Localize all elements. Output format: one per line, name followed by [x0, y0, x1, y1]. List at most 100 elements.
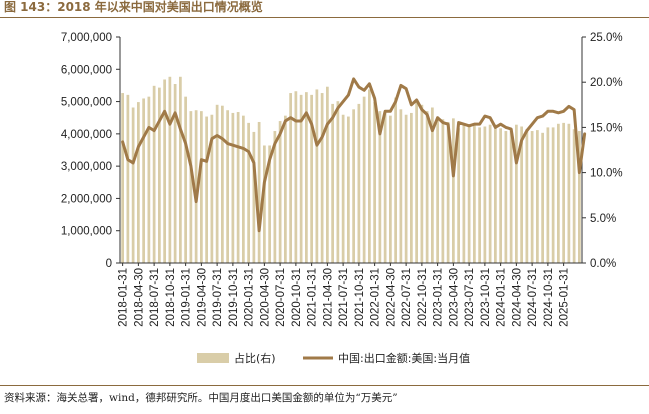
share-bar [462, 124, 466, 263]
x-tick-label: 2019-10-31 [228, 268, 240, 327]
share-bar [352, 109, 355, 263]
share-bar [289, 93, 292, 263]
share-bar [215, 104, 219, 263]
share-bar [389, 115, 392, 264]
share-bar [236, 112, 240, 263]
x-tick-label: 2024-04-30 [511, 268, 523, 327]
share-bar [530, 131, 534, 263]
share-bar [320, 93, 324, 263]
right-tick-label: 20.0% [590, 77, 623, 89]
x-tick-label: 2021-10-31 [354, 268, 366, 327]
share-bar [210, 114, 214, 264]
share-bar [341, 114, 345, 264]
share-bar [310, 94, 313, 263]
x-tick-label: 2018-01-31 [118, 268, 130, 327]
x-tick-label: 2023-01-31 [433, 268, 445, 327]
x-tick-label: 2023-10-31 [480, 268, 492, 327]
x-tick-label: 2024-07-31 [527, 268, 539, 327]
x-tick-label: 2021-04-30 [322, 268, 334, 327]
x-tick-label: 2020-04-30 [259, 268, 271, 327]
left-tick-label: 6,000,000 [61, 64, 112, 76]
left-tick-label: 5,000,000 [61, 97, 112, 109]
title-rule [0, 17, 649, 18]
share-bar [278, 121, 282, 263]
x-tick-label: 2019-01-31 [181, 268, 193, 327]
share-bar [179, 76, 182, 263]
x-tick-label: 2020-07-31 [275, 268, 287, 327]
share-bar [242, 115, 245, 264]
share-bar [452, 118, 455, 263]
x-tick-label: 2022-04-30 [385, 268, 397, 327]
share-bar [446, 121, 450, 263]
share-bar [126, 94, 130, 263]
share-bar [221, 105, 224, 263]
right-tick-label: 0.0% [590, 258, 616, 270]
share-bar [436, 116, 439, 263]
share-bar [494, 124, 497, 263]
share-bar [467, 126, 471, 263]
right-tick-label: 15.0% [590, 122, 623, 134]
legend-label-share: 占比(右) [234, 351, 276, 365]
source-note: 资料来源：海关总署，wind，德邦研究所。中国月度出口美国金额的单位为“万美元” [4, 392, 398, 404]
share-bar [205, 116, 208, 263]
share-bar [441, 119, 445, 263]
share-bar [373, 102, 376, 263]
share-bar [399, 109, 403, 263]
x-tick-label: 2021-07-31 [338, 268, 350, 327]
share-bar [184, 96, 187, 263]
share-bar [257, 121, 261, 263]
x-tick-label: 2023-04-30 [448, 268, 460, 327]
share-bar [131, 107, 135, 263]
share-bar [168, 76, 172, 263]
export-chart: 0 1,000,000 2,000,000 3,000,000 4,000,000 5,0… [61, 32, 623, 365]
share-bar [562, 122, 565, 263]
share-bar [163, 79, 166, 264]
share-bar [142, 98, 145, 263]
share-bar [231, 112, 235, 263]
footer-rule [0, 385, 649, 386]
x-tick-label: 2022-01-31 [370, 268, 382, 327]
share-bar [121, 93, 124, 263]
left-tick-label: 1,000,000 [61, 226, 112, 238]
share-bar [425, 111, 429, 263]
x-tick-label: 2024-01-31 [496, 268, 508, 327]
share-bar [152, 85, 156, 263]
share-bar [404, 114, 408, 264]
share-bar [158, 87, 161, 264]
share-bar [557, 123, 560, 263]
share-bar [378, 111, 382, 263]
left-tick-label: 2,000,000 [61, 193, 112, 205]
left-tick-label: 7,000,000 [61, 32, 112, 44]
x-tick-label: 2022-07-31 [401, 268, 413, 327]
share-bar [520, 126, 523, 263]
x-tick-label: 2019-04-30 [196, 268, 208, 327]
share-bar [536, 130, 539, 263]
share-bar [567, 123, 571, 263]
legend-label-export: 中国:出口金额:美国:当月值 [338, 351, 470, 365]
share-bar [578, 131, 581, 263]
share-bar [478, 127, 481, 264]
share-bar [336, 101, 340, 264]
share-bar [410, 112, 413, 263]
x-tick-label: 2022-10-31 [417, 268, 429, 327]
right-tick-label: 10.0% [590, 168, 623, 180]
share-bar [457, 128, 460, 263]
share-bar [383, 112, 387, 263]
figure-title: 图 143：2018 年以来中国对美国出口情况概览 [4, 0, 263, 14]
share-bar [546, 127, 550, 264]
share-bar [326, 86, 329, 263]
share-bar [394, 97, 397, 263]
share-bar [315, 89, 319, 264]
share-bar [347, 116, 350, 263]
share-bar [305, 92, 308, 263]
share-bar [515, 124, 518, 263]
left-tick-label: 3,000,000 [61, 161, 112, 173]
share-bar [473, 123, 476, 263]
share-bar [504, 131, 508, 263]
share-bar [331, 103, 334, 264]
share-bar [499, 128, 502, 263]
share-bar [483, 126, 487, 263]
share-bar [420, 104, 424, 263]
share-bar [362, 96, 366, 263]
export-value-line [121, 77, 587, 233]
